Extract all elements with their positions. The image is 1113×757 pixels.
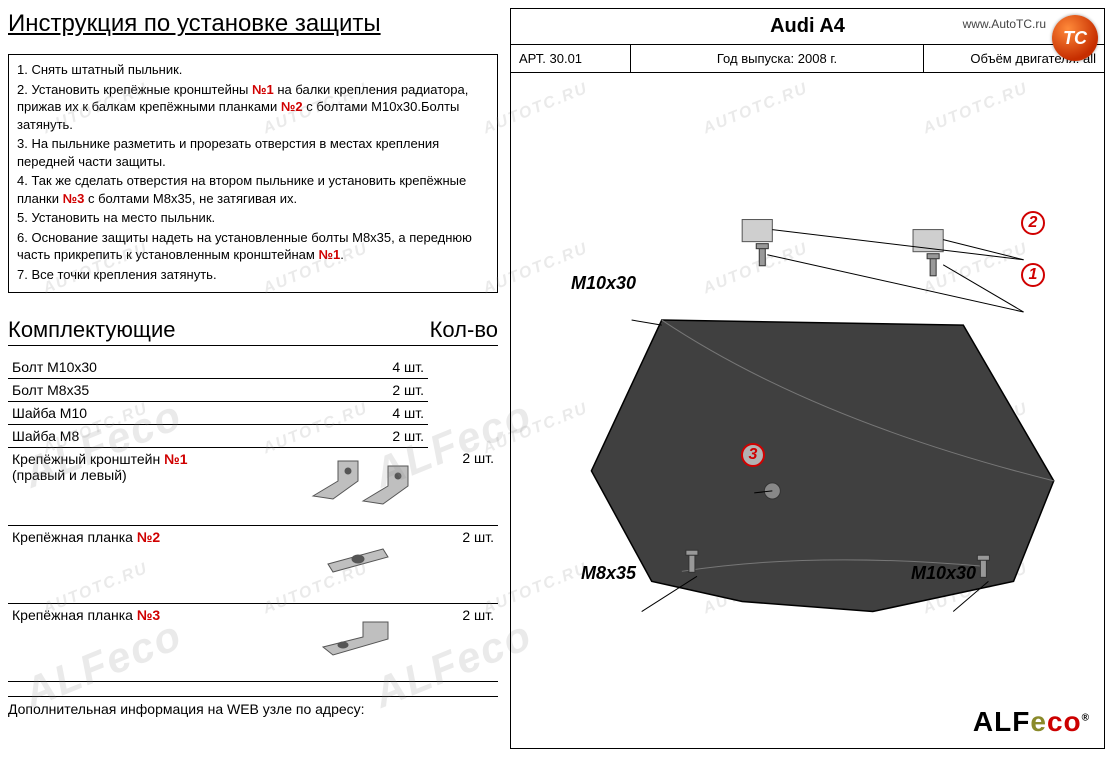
callout-1: 1	[1021, 263, 1045, 287]
spec-art-value: 30.01	[550, 51, 583, 66]
part-qty: 2 шт.	[288, 424, 428, 447]
site-url: www.AutoTC.ru	[963, 17, 1046, 31]
diagram-panel: www.AutoTC.ru TC Audi A4 АРТ. 30.01 Год …	[510, 8, 1105, 749]
callout-2: 2	[1021, 211, 1045, 235]
table-row: Крепёжная планка №3 2 шт.	[8, 603, 498, 681]
part-name: Крепёжная планка №2	[8, 525, 288, 603]
instructions-box: 1. Снять штатный пыльник. 2. Установить к…	[8, 54, 498, 293]
parts-header: Комплектующие Кол-во	[8, 311, 498, 346]
dimension-label: М8х35	[581, 563, 636, 584]
page-title: Инструкция по установке защиты	[8, 8, 498, 44]
dimension-label: М10х30	[911, 563, 976, 584]
part-qty: 2 шт.	[428, 603, 498, 681]
parts-header-qty: Кол-во	[430, 317, 498, 343]
instruction-line: 7. Все точки крепления затянуть.	[17, 266, 489, 284]
logo-badge: TC	[1052, 15, 1098, 61]
part-name: Шайба М10	[8, 401, 288, 424]
part-image	[288, 447, 428, 525]
parts-table: Болт М10х304 шт.Болт М8х352 шт.Шайба М10…	[8, 356, 498, 682]
part-qty: 2 шт.	[428, 447, 498, 525]
part-image	[288, 525, 428, 603]
part-name: Крепёжная планка №3	[8, 603, 288, 681]
instruction-line: 6. Основание защиты надеть на установлен…	[17, 229, 489, 264]
callout-3: 3	[741, 443, 765, 467]
part-qty: 4 шт.	[288, 356, 428, 379]
part-name: Крепёжный кронштейн №1(правый и левый)	[8, 447, 288, 525]
part-qty: 2 шт.	[428, 525, 498, 603]
instruction-line: 4. Так же сделать отверстия на втором пы…	[17, 172, 489, 207]
part-image	[288, 603, 428, 681]
instruction-line: 2. Установить крепёжные кронштейны №1 на…	[17, 81, 489, 134]
table-row: Болт М10х304 шт.	[8, 356, 498, 379]
brand-co: co	[1047, 706, 1082, 737]
brand-e: e	[1030, 706, 1047, 737]
part-qty: 2 шт.	[288, 378, 428, 401]
dimension-label: М10х30	[571, 273, 636, 294]
brand-alf: ALF	[973, 706, 1030, 737]
spec-year-value: 2008 г.	[798, 51, 837, 66]
table-row: Крепёжный кронштейн №1(правый и левый) 2 …	[8, 447, 498, 525]
part-qty: 4 шт.	[288, 401, 428, 424]
diagram-svg	[511, 73, 1104, 748]
brand-reg: ®	[1082, 713, 1090, 724]
instruction-line: 5. Установить на место пыльник.	[17, 209, 489, 227]
spec-year-label: Год выпуска:	[717, 51, 794, 66]
diagram-area: 1 2 3 М10х30 М8х35 М10х30	[511, 73, 1104, 748]
table-row: Шайба М104 шт.	[8, 401, 498, 424]
table-row: Болт М8х352 шт.	[8, 378, 498, 401]
footer-note: Дополнительная информация на WEB узле по…	[8, 696, 498, 717]
part-name: Шайба М8	[8, 424, 288, 447]
part-name: Болт М10х30	[8, 356, 288, 379]
part-name: Болт М8х35	[8, 378, 288, 401]
instruction-line: 3. На пыльнике разметить и прорезать отв…	[17, 135, 489, 170]
instruction-line: 1. Снять штатный пыльник.	[17, 61, 489, 79]
table-row: Шайба М82 шт.	[8, 424, 498, 447]
spec-art-label: АРТ.	[519, 51, 546, 66]
brand-logo: ALFeco®	[973, 706, 1090, 738]
table-row: Крепёжная планка №2 2 шт.	[8, 525, 498, 603]
parts-header-label: Комплектующие	[8, 317, 175, 343]
specs-row: АРТ. 30.01 Год выпуска: 2008 г. Объём дв…	[511, 45, 1104, 73]
